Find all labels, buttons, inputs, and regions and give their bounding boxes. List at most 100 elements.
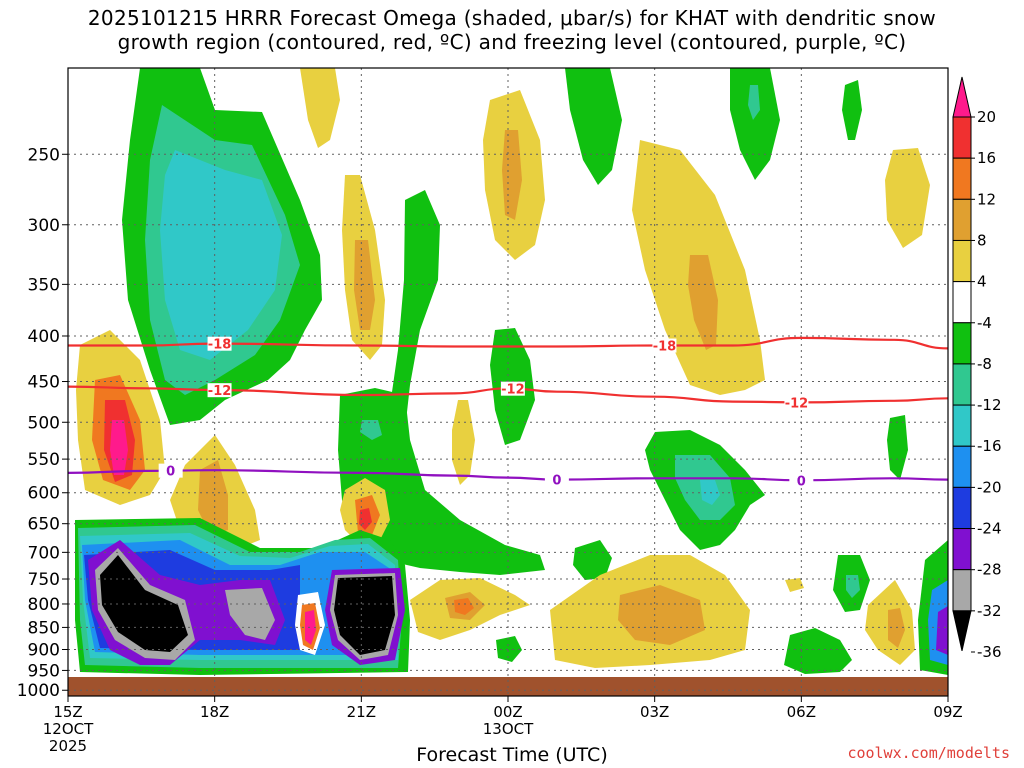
x-axis-title: Forecast Time (UTC)	[416, 744, 608, 766]
contour-label-bg	[652, 338, 677, 353]
omega-region-magenta-left	[110, 420, 128, 475]
omega-region-teal-07z	[846, 575, 860, 598]
contour-label: -12	[208, 384, 232, 399]
x-tick-label: 09Z	[933, 703, 962, 721]
colorbar-label: 12	[977, 190, 996, 208]
colorbar-swatch	[952, 198, 972, 241]
colorbar-label: 4	[977, 273, 987, 291]
colorbar-swatch	[952, 528, 972, 571]
colorbar-label: -16	[977, 437, 1002, 455]
y-tick-label: 350	[28, 275, 60, 295]
temperature-contours: -18 -18 -12 -12 -12 0 0 0	[68, 336, 948, 489]
omega-region-green-00z-low	[496, 636, 522, 662]
contour-label-bg	[207, 383, 232, 398]
contour-label: 0	[552, 474, 561, 489]
colorbar: 20 16 12 8 4 -4 -8 -12 -16 -20 -24 -28 -32 -36	[952, 76, 1002, 661]
omega-region-purple-edge	[936, 606, 948, 655]
y-tick-label: 900	[28, 641, 60, 661]
omega-region-orange-18z	[198, 460, 228, 535]
y-tick-label: 550	[28, 450, 60, 470]
x-tick-sublabel: 13OCT	[483, 720, 534, 738]
omega-region-teal-mid	[360, 420, 382, 440]
colorbar-label: -32	[977, 602, 1002, 620]
omega-region-green-right2	[730, 68, 780, 180]
credit-text: coolwx.com/modelts	[847, 744, 1010, 762]
omega-region-red-21z-650	[359, 508, 372, 530]
colorbar-label: -8	[977, 355, 992, 373]
y-tick-label: 850	[28, 618, 60, 638]
omega-region-green-col	[388, 190, 440, 450]
colorbar-swatch	[952, 445, 972, 488]
colorbar-swatch	[952, 569, 972, 612]
y-tick-label: 650	[28, 515, 60, 535]
x-tick-sublabel: 12OCT	[43, 720, 94, 738]
x-tick-label: 03Z	[640, 703, 669, 721]
omega-region-green-mid	[338, 388, 545, 575]
omega-region-cyan-upper	[160, 150, 282, 360]
contour-label: -12	[501, 383, 525, 398]
x-tick-sublabel: 2025	[49, 737, 87, 755]
colorbar-label: -4	[977, 314, 992, 332]
y-axis: 250 300 350 400 450 500 550 600 650 700 750 800 850 9…	[17, 145, 68, 701]
contour-label: 0	[166, 465, 175, 480]
omega-region-darkorange-03z-low	[650, 600, 675, 620]
colorbar-swatch	[952, 363, 972, 406]
colorbar-label: -24	[977, 520, 1002, 538]
contour-label-bg	[500, 381, 525, 396]
contour-label-bg	[158, 463, 183, 478]
omega-region-black-21z	[334, 576, 395, 655]
colorbar-cap-top	[952, 76, 972, 118]
title-line-1: 2025101215 HRRR Forecast Omega (shaded, …	[87, 6, 937, 30]
colorbar-swatch	[952, 116, 972, 159]
contour-label: -12	[785, 396, 809, 411]
colorbar-swatch	[952, 486, 972, 530]
contour-label-bg	[544, 472, 569, 487]
x-tick-label: 18Z	[200, 703, 229, 721]
x-tick-label: 21Z	[347, 703, 376, 721]
colorbar-label: -12	[977, 396, 1002, 414]
omega-region-green-0130	[573, 540, 612, 580]
colorbar-label: 20	[977, 108, 996, 126]
y-tick-label: 750	[28, 570, 60, 590]
contour-label: -18	[653, 340, 677, 355]
colorbar-swatch	[952, 157, 972, 200]
omega-region-orange-03z	[688, 255, 718, 350]
colorbar-label: -36	[977, 643, 1002, 661]
colorbar-cap-bottom	[952, 610, 972, 651]
y-tick-label: 1000	[17, 681, 60, 701]
y-tick-label: 500	[28, 413, 60, 433]
omega-region-teal-right	[748, 85, 760, 120]
y-tick-label: 400	[28, 327, 60, 347]
contour-label-bg	[207, 336, 232, 351]
contour-label-bg	[789, 473, 814, 488]
omega-region-green-right1	[565, 68, 622, 185]
omega-region-red-23z	[454, 598, 474, 615]
omega-region-green-far-right-mid	[887, 415, 908, 480]
omega-region-orange-08z	[888, 608, 905, 648]
colorbar-swatch	[952, 322, 972, 365]
colorbar-label: 16	[977, 149, 996, 167]
y-tick-label: 300	[28, 216, 60, 236]
y-tick-label: 800	[28, 595, 60, 615]
colorbar-swatch	[952, 281, 972, 324]
contour-label: -18	[208, 338, 232, 353]
contour-label-bg	[784, 395, 809, 410]
colorbar-swatch	[952, 404, 972, 447]
plot-grid	[68, 68, 948, 696]
omega-region-yellow-top1	[300, 68, 340, 148]
x-tick-label: 15Z	[53, 703, 82, 721]
y-tick-label: 950	[28, 661, 60, 681]
colorbar-label: -20	[977, 478, 1002, 496]
y-tick-label: 600	[28, 484, 60, 504]
title-line-2: growth region (contoured, red, ºC) and f…	[117, 30, 907, 54]
omega-region-orange-00z	[502, 130, 522, 220]
colorbar-label: -28	[977, 561, 1002, 579]
x-tick-label: 00Z	[493, 703, 522, 721]
colorbar-label: 8	[977, 231, 987, 249]
y-tick-label: 250	[28, 145, 60, 165]
omega-region-orange-col	[354, 240, 375, 330]
omega-region-yellow-farright	[885, 148, 930, 248]
y-tick-label: 450	[28, 373, 60, 393]
omega-region-yellow-22z	[452, 400, 475, 485]
